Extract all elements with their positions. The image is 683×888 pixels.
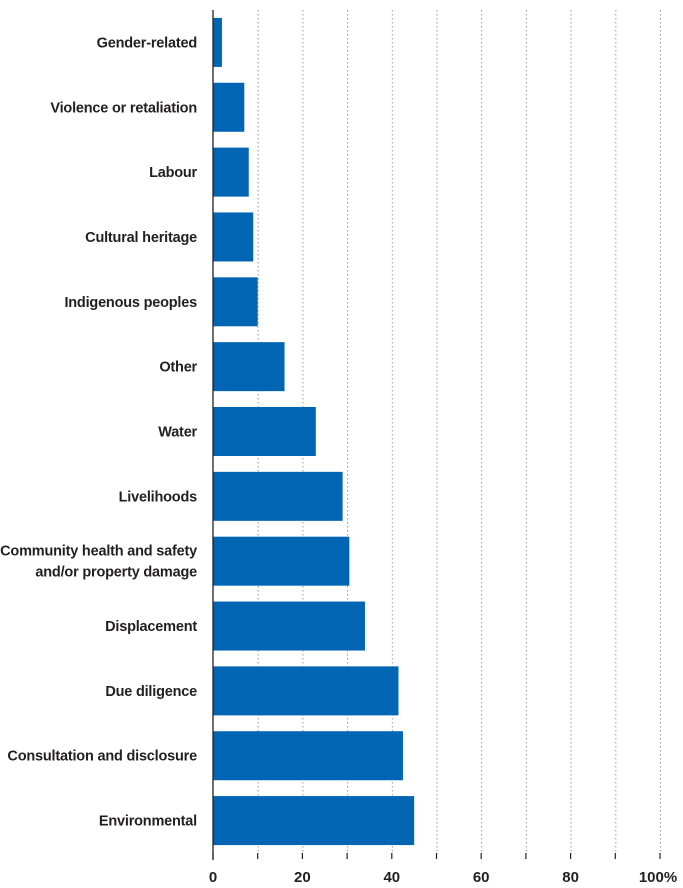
bars — [213, 17, 415, 846]
bar-9 — [213, 601, 365, 651]
x-axis: 0 20 40 60 80 100% — [209, 10, 677, 886]
bar-4 — [213, 277, 258, 327]
category-label-6: Water — [158, 425, 197, 441]
category-label-3: Cultural heritage — [85, 230, 197, 246]
bar-6 — [213, 407, 316, 456]
tick-label-40: 40 — [383, 869, 400, 886]
tick-label-80: 80 — [562, 869, 579, 886]
tick-label-0: 0 — [209, 869, 217, 886]
tick-label-100: 100% — [639, 869, 677, 886]
bar-5 — [213, 342, 285, 392]
category-label-2: Labour — [149, 165, 197, 181]
category-label-4: Indigenous peoples — [64, 295, 197, 311]
bar-3 — [213, 212, 254, 262]
category-label-1: Violence or retaliation — [50, 100, 197, 116]
bar-11 — [213, 731, 403, 781]
bar-12 — [213, 796, 415, 846]
category-label-0: Gender-related — [97, 35, 197, 51]
tick-label-60: 60 — [473, 869, 490, 886]
bar-10 — [213, 666, 399, 716]
category-label-9: Displacement — [105, 619, 197, 635]
category-label-12: Environmental — [99, 814, 197, 830]
bar-7 — [213, 471, 343, 521]
category-label-5: Other — [159, 360, 197, 376]
bar-0 — [213, 17, 222, 67]
bar-2 — [213, 147, 249, 197]
bar-8 — [213, 536, 350, 586]
bar-1 — [213, 82, 245, 132]
category-label-8: Community health and safety and/or proper… — [0, 544, 197, 581]
category-label-10: Due diligence — [105, 684, 197, 700]
tick-label-20: 20 — [294, 869, 311, 886]
category-labels: Gender-related Violence or retaliation Lab… — [0, 35, 198, 830]
gridlines — [257, 10, 661, 853]
category-label-11: Consultation and disclosure — [7, 749, 197, 765]
category-label-7: Livelihoods — [119, 489, 198, 505]
